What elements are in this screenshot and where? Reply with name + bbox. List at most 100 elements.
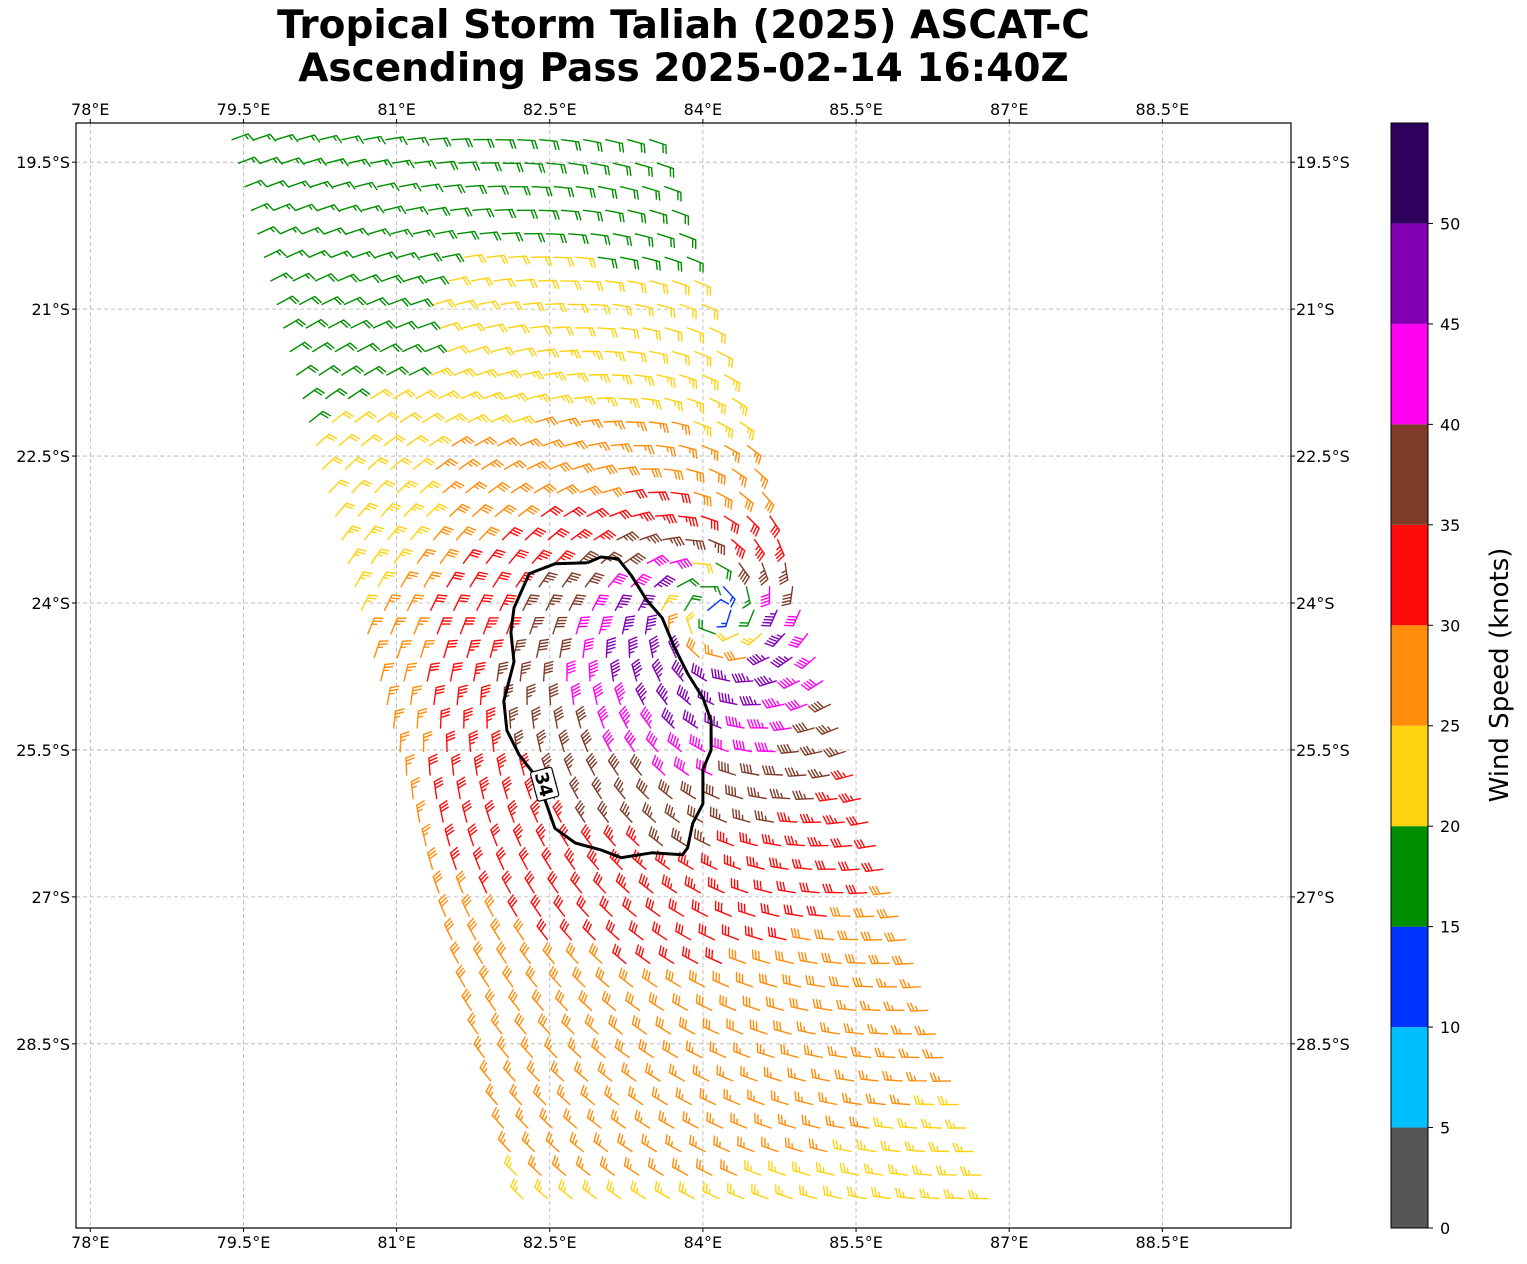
wind-barb bbox=[403, 662, 418, 682]
wind-barb bbox=[830, 770, 854, 781]
wind-barb bbox=[769, 515, 781, 538]
wind-barb bbox=[368, 228, 392, 237]
wind-barb bbox=[709, 397, 726, 415]
wind-barb bbox=[730, 878, 749, 894]
wind-barb bbox=[443, 917, 454, 941]
map-title-line2: Ascending Pass 2025-02-14 16:40Z bbox=[298, 46, 1069, 91]
wind-barb bbox=[709, 806, 727, 823]
wind-barb bbox=[777, 1113, 797, 1129]
wind-barb bbox=[788, 633, 809, 648]
wind-barb bbox=[402, 343, 425, 353]
wind-barb bbox=[774, 950, 794, 964]
wind-barb bbox=[858, 1070, 879, 1082]
wind-barb bbox=[627, 209, 647, 224]
wind-barb bbox=[568, 162, 589, 175]
lon-tick-label-bottom: 82.5°E bbox=[523, 1233, 577, 1252]
wind-barb bbox=[837, 930, 859, 941]
wind-barb bbox=[803, 1044, 823, 1059]
wind-barb bbox=[354, 181, 378, 191]
wind-barb bbox=[699, 1087, 717, 1106]
wind-barb bbox=[432, 870, 443, 894]
wind-barb bbox=[479, 231, 502, 241]
wind-barb bbox=[552, 800, 563, 823]
wind-barb bbox=[815, 1161, 835, 1176]
wind-barb bbox=[436, 160, 459, 171]
wind-barb bbox=[416, 800, 426, 823]
colorbar-tick-label: 10 bbox=[1440, 1018, 1460, 1037]
wind-barb bbox=[582, 637, 595, 659]
wind-barb bbox=[446, 571, 465, 588]
wind-barb bbox=[617, 1132, 633, 1153]
wind-barb bbox=[784, 767, 807, 777]
wind-barb bbox=[469, 345, 493, 355]
wind-barb bbox=[462, 549, 483, 564]
wind-barb bbox=[708, 539, 726, 556]
wind-barb bbox=[456, 684, 468, 706]
wind-barb bbox=[807, 837, 829, 847]
wind-barb bbox=[461, 988, 472, 1011]
wind-barb bbox=[565, 942, 579, 964]
wind-barb bbox=[651, 754, 666, 776]
wind-barb bbox=[595, 464, 618, 475]
wind-barb bbox=[386, 685, 400, 706]
wind-barb bbox=[655, 850, 671, 870]
wind-barb bbox=[913, 1095, 935, 1106]
wind-barb bbox=[473, 753, 484, 776]
wind-barb bbox=[656, 233, 675, 249]
wind-barb bbox=[699, 586, 722, 596]
colorbar-bin bbox=[1391, 1127, 1428, 1228]
wind-barb bbox=[449, 941, 460, 964]
wind-barb bbox=[549, 461, 573, 472]
wind-barb bbox=[624, 729, 636, 753]
wind-barb bbox=[727, 1182, 744, 1200]
wind-barb bbox=[682, 1111, 699, 1129]
wind-barb bbox=[455, 299, 479, 309]
wind-barb bbox=[784, 835, 806, 847]
wind-barb bbox=[819, 1022, 840, 1035]
wind-barb bbox=[617, 466, 640, 476]
wind-barb bbox=[330, 250, 354, 259]
wind-barb bbox=[716, 632, 739, 642]
wind-barb bbox=[289, 341, 313, 353]
wind-barb bbox=[576, 895, 589, 917]
wind-barb bbox=[610, 1109, 626, 1129]
wind-barb bbox=[645, 1062, 661, 1082]
wind-barb bbox=[747, 719, 769, 729]
wind-barb bbox=[563, 752, 574, 776]
wind-barb bbox=[377, 571, 396, 588]
wind-barb bbox=[859, 1000, 881, 1011]
wind-barb bbox=[692, 562, 714, 574]
wind-barb bbox=[754, 675, 777, 687]
wind-barb bbox=[780, 1043, 799, 1059]
wind-barb bbox=[542, 942, 555, 964]
wind-barb bbox=[548, 683, 559, 706]
wind-barb bbox=[853, 908, 875, 918]
wind-barb bbox=[583, 139, 603, 152]
wind-barb bbox=[326, 158, 349, 167]
wind-barb bbox=[610, 443, 633, 453]
wind-barb bbox=[661, 874, 678, 894]
wind-barb bbox=[509, 1083, 523, 1106]
wind-barb bbox=[648, 826, 664, 847]
wind-barb bbox=[554, 550, 576, 564]
wind-barb bbox=[728, 948, 747, 964]
wind-barb bbox=[605, 919, 620, 941]
wind-barb bbox=[375, 251, 398, 260]
wind-barb bbox=[651, 921, 668, 941]
wind-barb bbox=[621, 615, 636, 635]
lon-tick-label-top: 84°E bbox=[684, 100, 722, 119]
wind-barb bbox=[383, 594, 402, 611]
wind-barb bbox=[286, 249, 309, 258]
wind-barb bbox=[634, 233, 654, 248]
wind-barb bbox=[744, 925, 763, 941]
wind-barb bbox=[642, 802, 657, 823]
wind-barb bbox=[621, 1062, 637, 1082]
wind-barb bbox=[586, 1108, 602, 1129]
wind-barb bbox=[639, 533, 663, 544]
wind-barb bbox=[722, 586, 736, 608]
wind-barb bbox=[739, 491, 754, 512]
wind-barb bbox=[467, 917, 478, 941]
wind-barb bbox=[852, 977, 874, 988]
wind-barb bbox=[698, 618, 716, 635]
wind-barb bbox=[539, 139, 560, 151]
